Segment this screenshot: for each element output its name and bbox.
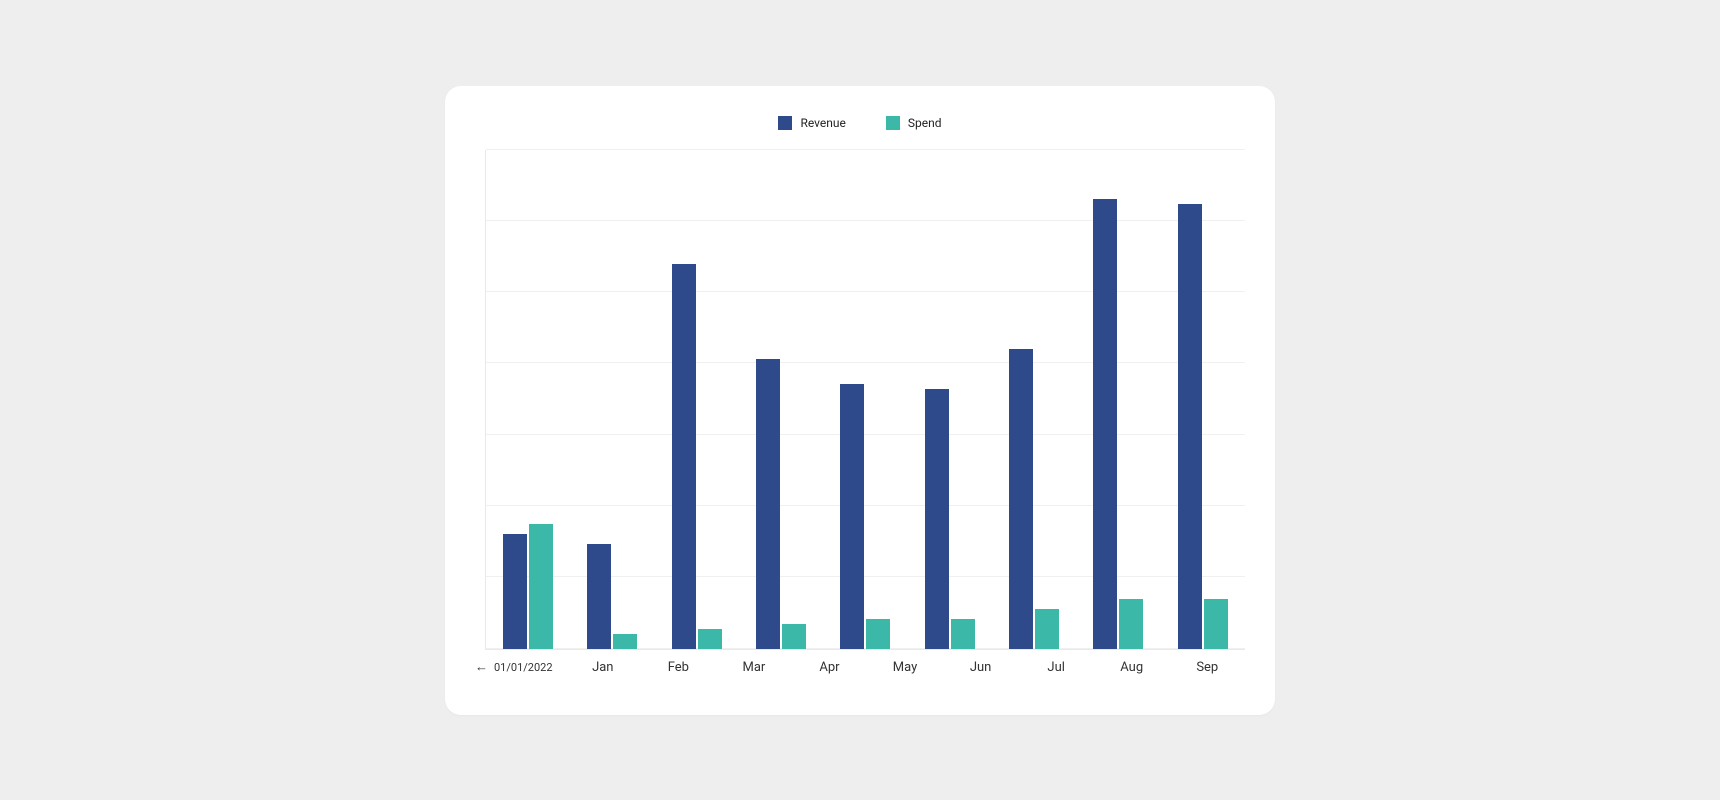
bar-revenue-may[interactable] <box>840 384 864 648</box>
legend: Revenue Spend <box>475 116 1245 130</box>
bar-spend-may[interactable] <box>866 619 890 649</box>
legend-item-spend[interactable]: Spend <box>886 116 942 130</box>
bar-revenue-feb[interactable] <box>587 544 611 649</box>
bar-spend-sep[interactable] <box>1204 599 1228 649</box>
x-label-aug: Aug <box>1094 660 1170 675</box>
bar-group-mar <box>655 150 739 649</box>
x-label-jan: Jan <box>565 660 641 675</box>
chart-wrap: ← 01/01/2022 JanFebMarAprMayJunJulAugSep <box>475 150 1245 675</box>
bar-revenue-sep[interactable] <box>1178 204 1202 648</box>
chart-card: Revenue Spend ← 01/01/2022 JanFebMarAprMa… <box>445 86 1275 715</box>
prev-arrow-icon[interactable]: ← <box>475 661 488 674</box>
plot-area <box>485 150 1245 650</box>
bar-group-jun <box>908 150 992 649</box>
bar-group-jan <box>486 150 570 649</box>
bar-revenue-jan[interactable] <box>503 534 527 649</box>
bar-group-may <box>823 150 907 649</box>
x-label-jun: Jun <box>943 660 1019 675</box>
bar-revenue-aug[interactable] <box>1093 199 1117 648</box>
x-label-sep: Sep <box>1170 660 1246 675</box>
bar-spend-apr[interactable] <box>782 624 806 649</box>
legend-swatch-spend <box>886 116 900 130</box>
bar-group-jul <box>992 150 1076 649</box>
x-label-mar: Mar <box>716 660 792 675</box>
bar-revenue-apr[interactable] <box>756 359 780 648</box>
bar-group-aug <box>1076 150 1160 649</box>
x-label-apr: Apr <box>792 660 868 675</box>
bar-spend-aug[interactable] <box>1119 599 1143 649</box>
bar-spend-jun[interactable] <box>951 619 975 649</box>
legend-label-revenue: Revenue <box>800 116 845 130</box>
bar-spend-mar[interactable] <box>698 629 722 649</box>
bar-revenue-jun[interactable] <box>925 389 949 648</box>
bar-spend-jul[interactable] <box>1035 609 1059 649</box>
bar-revenue-mar[interactable] <box>672 264 696 648</box>
chart-footer: ← 01/01/2022 JanFebMarAprMayJunJulAugSep <box>475 660 1245 675</box>
date-label: 01/01/2022 <box>494 661 553 674</box>
bar-group-sep <box>1161 150 1245 649</box>
legend-item-revenue[interactable]: Revenue <box>778 116 845 130</box>
bars-container <box>486 150 1245 649</box>
legend-swatch-revenue <box>778 116 792 130</box>
bar-group-feb <box>570 150 654 649</box>
bar-spend-feb[interactable] <box>613 634 637 649</box>
bar-spend-jan[interactable] <box>529 524 553 649</box>
x-label-jul: Jul <box>1018 660 1094 675</box>
x-label-feb: Feb <box>641 660 717 675</box>
x-label-may: May <box>867 660 943 675</box>
legend-label-spend: Spend <box>908 116 942 130</box>
bar-revenue-jul[interactable] <box>1009 349 1033 648</box>
date-nav: ← 01/01/2022 <box>475 661 565 674</box>
bar-group-apr <box>739 150 823 649</box>
x-axis: JanFebMarAprMayJunJulAugSep <box>565 660 1245 675</box>
